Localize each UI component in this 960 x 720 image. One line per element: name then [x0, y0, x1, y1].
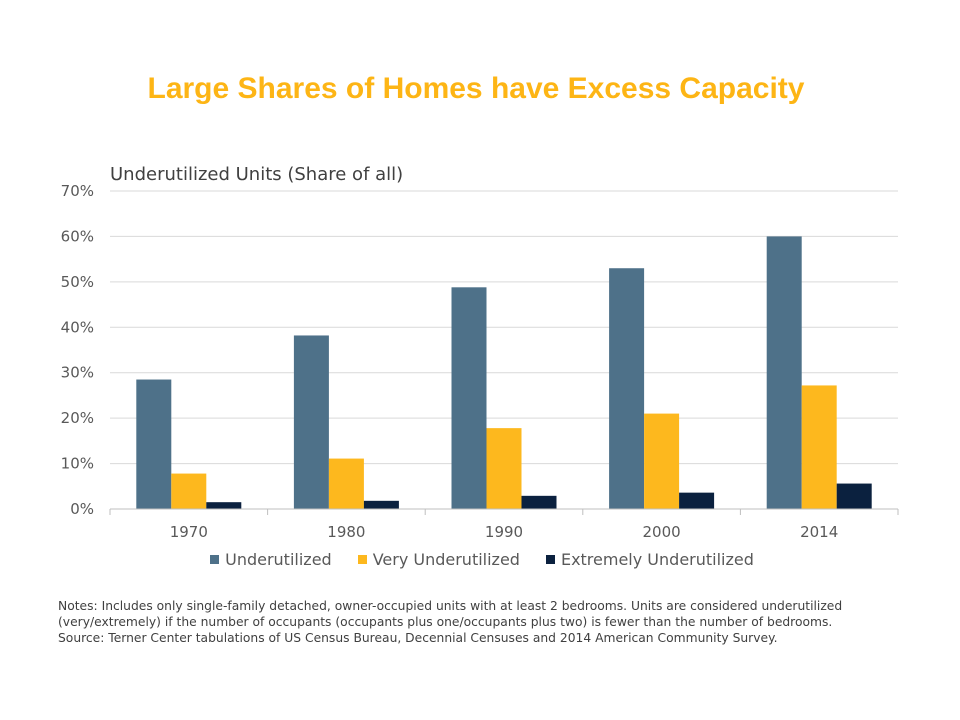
y-tick-label: 60% [61, 227, 94, 245]
x-tick-label: 2000 [643, 523, 681, 541]
bar-very-underutilized-2014 [801, 385, 837, 509]
legend-item-very-underutilized: Very Underutilized [357, 550, 520, 569]
bar-extremely-underutilized-2000 [679, 492, 715, 509]
y-tick-label: 50% [61, 273, 94, 291]
slide-title: Large Shares of Homes have Excess Capaci… [147, 72, 805, 105]
legend-item-underutilized: Underutilized [210, 550, 332, 569]
chart-notes: Notes: Includes only single-family detac… [58, 598, 878, 646]
legend-label-underutilized: Underutilized [225, 550, 332, 569]
x-axis [109, 508, 899, 515]
bar-extremely-underutilized-1970 [206, 502, 242, 509]
bar-very-underutilized-1970 [171, 473, 207, 509]
x-tick-label: 2014 [800, 523, 838, 541]
x-tick-label: 1970 [170, 523, 208, 541]
bar-extremely-underutilized-2014 [836, 483, 872, 509]
bars [136, 236, 872, 509]
bar-underutilized-2000 [609, 268, 645, 509]
y-tick-label: 20% [61, 409, 94, 427]
x-tick-label: 1980 [327, 523, 365, 541]
source-text: Source: Terner Center tabulations of US … [58, 631, 778, 645]
y-tick-label: 70% [61, 182, 94, 200]
legend-label-very-underutilized: Very Underutilized [372, 550, 520, 569]
y-axis-tick-labels: 0% 10% 20% 30% 40% 50% 60% 70% [61, 182, 94, 518]
notes-text: Notes: Includes only single-family detac… [58, 599, 843, 629]
x-tick-label: 1990 [485, 523, 523, 541]
bar-very-underutilized-2000 [644, 413, 680, 509]
bar-underutilized-2014 [766, 236, 802, 509]
bar-very-underutilized-1990 [486, 428, 522, 509]
y-tick-label: 30% [61, 364, 94, 382]
y-tick-label: 10% [61, 455, 94, 473]
y-tick-label: 40% [61, 318, 94, 336]
bar-extremely-underutilized-1980 [363, 500, 399, 509]
legend: Underutilized Very Underutilized Extreme… [0, 550, 960, 569]
bar-underutilized-1990 [451, 287, 487, 509]
bar-underutilized-1980 [293, 335, 329, 509]
bar-extremely-underutilized-1990 [521, 495, 557, 509]
legend-label-extremely-underutilized: Extremely Underutilized [560, 550, 754, 569]
legend-swatch-extremely-underutilized [545, 555, 555, 564]
legend-item-extremely-underutilized: Extremely Underutilized [545, 550, 754, 569]
legend-swatch-very-underutilized [357, 555, 367, 564]
x-axis-tick-labels: 1970 1980 1990 2000 2014 [170, 523, 839, 541]
bar-underutilized-1970 [136, 379, 172, 509]
bar-very-underutilized-1980 [328, 458, 364, 509]
y-tick-label: 0% [70, 500, 94, 518]
legend-swatch-underutilized [210, 555, 220, 564]
chart-title: Underutilized Units (Share of all) [110, 164, 404, 185]
